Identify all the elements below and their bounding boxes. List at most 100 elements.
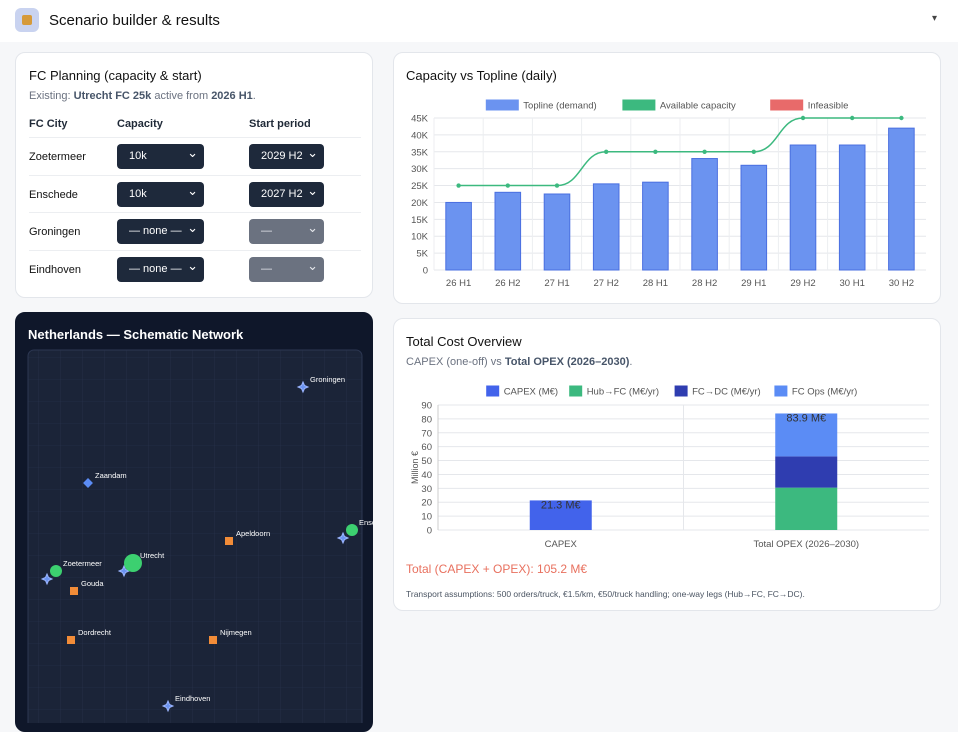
y-tick-label: 20: [421, 498, 432, 509]
node-label: Apeldoorn: [236, 529, 270, 538]
legend-label: CAPEX (M€): [504, 387, 558, 398]
y-tick-label: 0: [423, 266, 428, 277]
text: Existing:: [29, 90, 74, 102]
column-header: Start period: [249, 118, 311, 130]
node-label: Zoetermeer: [63, 559, 102, 568]
total-label: 21.3 M€: [541, 499, 581, 511]
node-label: Zaandam: [95, 471, 127, 480]
node-label: Groningen: [310, 375, 345, 384]
legend-label: Hub→FC (M€/yr): [587, 387, 659, 398]
y-tick-label: 35K: [411, 147, 429, 158]
start-select[interactable]: 2029 H2: [249, 144, 324, 169]
y-tick-label: 80: [421, 414, 432, 425]
city-name: Enschede: [29, 188, 78, 201]
bar-segment: [775, 456, 838, 488]
legend-label: Topline (demand): [523, 101, 596, 112]
y-tick-label: 15K: [411, 215, 429, 226]
legend-swatch: [486, 385, 500, 397]
y-tick-label: 50: [421, 456, 432, 467]
capacity-select[interactable]: 10k: [117, 144, 204, 169]
y-tick-label: 10: [421, 512, 432, 523]
legend-label: Infeasible: [808, 101, 849, 112]
y-tick-label: 45K: [411, 114, 429, 125]
dc-marker: [296, 380, 310, 394]
line: [458, 117, 902, 187]
point: [702, 149, 707, 154]
capacity-chart: Capacity vs Topline (daily) Topline (dem…: [406, 68, 926, 289]
bar: [543, 193, 571, 271]
node-label: Nijmegen: [220, 628, 252, 637]
fc-marker: [124, 554, 142, 572]
y-tick-label: 20K: [411, 198, 429, 209]
text: .: [252, 90, 256, 102]
header: Scenario builder & results ▾: [0, 0, 958, 42]
table-row: Groningen — none — —: [29, 212, 361, 250]
table-row: Enschede 10k 2027 H2: [29, 174, 361, 213]
point: [899, 115, 904, 121]
text: Total OPEX (2026–2030): [505, 356, 630, 368]
bar: [642, 181, 669, 271]
y-axis-label: Million €: [410, 451, 420, 484]
chart-subtitle: CAPEX (one-off) vs Total OPEX (2026–2030…: [406, 356, 632, 368]
cost-chart: Total Cost Overview CAPEX (one-off) vs T…: [406, 334, 929, 599]
legend-swatch: [622, 99, 656, 111]
node-label: Utrecht: [140, 551, 165, 560]
bar: [888, 127, 915, 271]
bar: [445, 201, 472, 271]
start-select[interactable]: 2027 H2: [249, 181, 324, 207]
dc-marker: [336, 531, 350, 545]
x-tick-label: 30 H2: [889, 278, 914, 289]
existing-note: Existing: Utrecht FC 25k active from 202…: [29, 90, 256, 102]
x-tick-label: 28 H1: [643, 278, 668, 289]
bar: [494, 191, 522, 271]
x-tick-label: 29 H1: [741, 278, 766, 289]
point: [505, 183, 510, 188]
dc-marker: [40, 572, 54, 586]
capacity-select[interactable]: 10k: [117, 181, 204, 207]
dc-marker: [161, 699, 175, 713]
text: Utrecht FC 25k: [73, 90, 152, 102]
y-tick-label: 30: [421, 484, 432, 495]
collapse-toggle[interactable]: ▾: [932, 13, 938, 24]
y-tick-label: 10K: [411, 232, 429, 243]
text: CAPEX (one-off) vs: [406, 356, 505, 368]
dc-square: [67, 636, 75, 644]
text: active from: [151, 90, 212, 102]
bar: [691, 158, 718, 271]
fc-marker: [50, 565, 62, 577]
footnote: Transport assumptions: 500 orders/truck,…: [406, 589, 805, 599]
chart-title: Total Cost Overview: [406, 334, 522, 349]
legend-label: FC→DC (M€/yr): [692, 387, 761, 398]
cost-panel: Total Cost Overview CAPEX (one-off) vs T…: [393, 318, 941, 611]
table-row: Eindhoven — none — —: [29, 249, 361, 288]
capacity-select[interactable]: — none —: [117, 256, 204, 282]
node-label: Dordrecht: [78, 628, 112, 637]
x-tick-label: 28 H2: [692, 278, 717, 289]
panel-title: FC Planning (capacity & start): [29, 68, 202, 83]
start-select[interactable]: —: [249, 219, 324, 244]
dc-square: [225, 537, 233, 545]
table-row: Zoetermeer 10k 2029 H2: [29, 137, 361, 175]
legend-swatch: [774, 385, 788, 397]
y-tick-label: 70: [421, 428, 432, 439]
legend-label: Available capacity: [660, 101, 736, 112]
capacity-select[interactable]: — none —: [117, 219, 204, 244]
point: [554, 183, 560, 188]
network-map: Netherlands — Schematic Network Groninge…: [27, 327, 392, 731]
header-icon: [15, 8, 39, 32]
dc-square: [209, 636, 217, 644]
dc-marker: [117, 564, 131, 578]
bar: [789, 144, 817, 271]
dc-square: [70, 587, 78, 595]
x-tick-label: Total OPEX (2026–2030): [753, 539, 859, 550]
legend-swatch: [569, 385, 583, 397]
y-tick-label: 5K: [416, 249, 428, 260]
fc-planning-panel: FC Planning (capacity & start) Existing:…: [15, 52, 373, 298]
start-select[interactable]: —: [249, 256, 324, 282]
node-label: Eindhoven: [175, 694, 210, 703]
x-tick-label: 30 H1: [840, 278, 865, 289]
chart-title: Capacity vs Topline (daily): [406, 68, 557, 83]
column-header: Capacity: [117, 118, 163, 130]
y-tick-label: 60: [421, 442, 432, 453]
